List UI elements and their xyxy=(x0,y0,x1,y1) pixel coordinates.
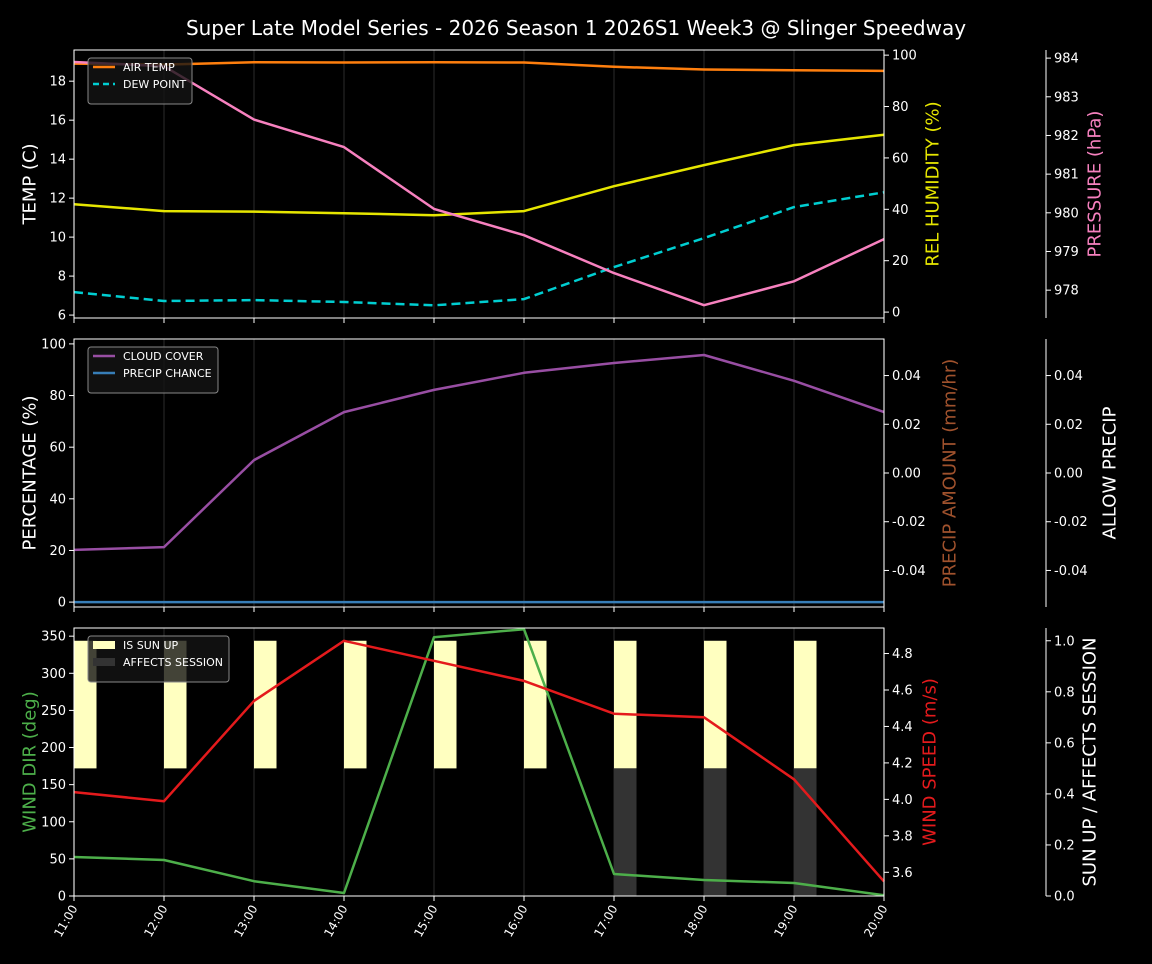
y-tick-label: 3.6 xyxy=(892,866,913,881)
legend-label: DEW POINT xyxy=(123,78,187,91)
y-tick-label: 0.00 xyxy=(1054,467,1083,482)
y-tick-label: 0 xyxy=(58,596,66,611)
y-tick-label: 3.8 xyxy=(892,829,913,844)
axis-label: PRECIP AMOUNT (mm/hr) xyxy=(940,359,961,588)
y-tick-label: -0.04 xyxy=(892,564,926,579)
y-tick-label: -0.02 xyxy=(892,515,926,530)
legend-label: AFFECTS SESSION xyxy=(123,656,223,669)
legend-label: IS SUN UP xyxy=(123,639,179,652)
y-tick-label: 18 xyxy=(49,75,66,90)
y-tick-label: 12 xyxy=(49,192,66,207)
y-tick-label: 0.0 xyxy=(1054,890,1075,905)
y-tick-label: 4.8 xyxy=(892,647,913,662)
y-tick-label: 0.2 xyxy=(1054,838,1075,853)
y-tick-label: 350 xyxy=(41,630,66,645)
y-tick-label: 0.02 xyxy=(1054,418,1083,433)
y-tick-label: 100 xyxy=(41,337,66,352)
y-tick-label: 10 xyxy=(49,231,66,246)
y-tick-label: 982 xyxy=(1054,129,1079,144)
y-tick-label: 981 xyxy=(1054,168,1079,183)
axis-label: WIND SPEED (m/s) xyxy=(920,678,941,846)
y-tick-label: 979 xyxy=(1054,245,1079,260)
y-tick-label: 0.8 xyxy=(1054,685,1075,700)
y-tick-label: 250 xyxy=(41,704,66,719)
axis-label: PERCENTAGE (%) xyxy=(20,395,41,550)
y-tick-label: 6 xyxy=(58,309,66,324)
axis-label: SUN UP / AFFECTS SESSION xyxy=(1080,637,1101,886)
y-tick-label: 0.04 xyxy=(1054,369,1083,384)
y-tick-label: 0.6 xyxy=(1054,736,1075,751)
y-tick-label: 4.0 xyxy=(892,793,913,808)
y-tick-label: 4.6 xyxy=(892,683,913,698)
bar-is-sun-up xyxy=(614,641,637,769)
axis-label: TEMP (C) xyxy=(20,143,41,225)
y-tick-label: -0.02 xyxy=(1054,515,1088,530)
legend-label: CLOUD COVER xyxy=(123,350,204,363)
y-tick-label: 4.4 xyxy=(892,720,913,735)
y-tick-label: 20 xyxy=(49,544,66,559)
bar-affects-session xyxy=(614,768,637,896)
y-tick-label: 16 xyxy=(49,114,66,129)
legend-label: PRECIP CHANCE xyxy=(123,367,212,380)
y-tick-label: 20 xyxy=(892,254,909,269)
bar-is-sun-up xyxy=(704,641,727,769)
bar-affects-session xyxy=(704,768,727,896)
axis-label: PRESSURE (hPa) xyxy=(1085,111,1106,258)
legend: IS SUN UP AFFECTS SESSION xyxy=(88,636,229,682)
y-tick-label: 100 xyxy=(892,49,917,64)
y-tick-label: 0 xyxy=(58,890,66,905)
y-tick-label: 0.02 xyxy=(892,418,921,433)
y-tick-label: 980 xyxy=(1054,206,1079,221)
axis-label: WIND DIR (deg) xyxy=(20,691,41,833)
y-tick-label: 80 xyxy=(892,100,909,115)
y-tick-label: 200 xyxy=(41,741,66,756)
legend: CLOUD COVER PRECIP CHANCE xyxy=(88,347,218,393)
bar-is-sun-up xyxy=(434,641,457,769)
legend-swatch xyxy=(93,641,115,649)
y-tick-label: 60 xyxy=(892,151,909,166)
legend-swatch xyxy=(93,658,115,666)
y-tick-label: 984 xyxy=(1054,52,1079,67)
y-tick-label: 50 xyxy=(49,852,66,867)
y-tick-label: 300 xyxy=(41,667,66,682)
bar-is-sun-up xyxy=(254,641,277,769)
y-tick-label: 40 xyxy=(49,492,66,507)
axis-label: REL HUMIDITY (%) xyxy=(923,101,944,266)
y-tick-label: 14 xyxy=(49,153,66,168)
y-tick-label: 60 xyxy=(49,441,66,456)
y-tick-label: -0.04 xyxy=(1054,564,1088,579)
y-tick-label: 1.0 xyxy=(1054,634,1075,649)
y-tick-label: 0.4 xyxy=(1054,787,1075,802)
y-tick-label: 983 xyxy=(1054,90,1079,105)
y-tick-label: 0 xyxy=(892,306,900,321)
legend: AIR TEMP DEW POINT xyxy=(88,58,192,104)
y-tick-label: 4.2 xyxy=(892,756,913,771)
chart-title: Super Late Model Series - 2026 Season 1 … xyxy=(186,16,966,40)
y-tick-label: 40 xyxy=(892,203,909,218)
y-tick-label: 150 xyxy=(41,778,66,793)
y-tick-label: 0.00 xyxy=(892,467,921,482)
legend-label: AIR TEMP xyxy=(123,61,175,74)
bar-is-sun-up xyxy=(344,641,367,769)
bar-is-sun-up xyxy=(794,641,817,769)
y-tick-label: 0.04 xyxy=(892,369,921,384)
y-tick-label: 978 xyxy=(1054,284,1079,299)
y-tick-label: 8 xyxy=(58,270,66,285)
y-tick-label: 100 xyxy=(41,815,66,830)
axis-label: ALLOW PRECIP xyxy=(1100,406,1121,539)
bar-affects-session xyxy=(794,768,817,896)
y-tick-label: 80 xyxy=(49,389,66,404)
